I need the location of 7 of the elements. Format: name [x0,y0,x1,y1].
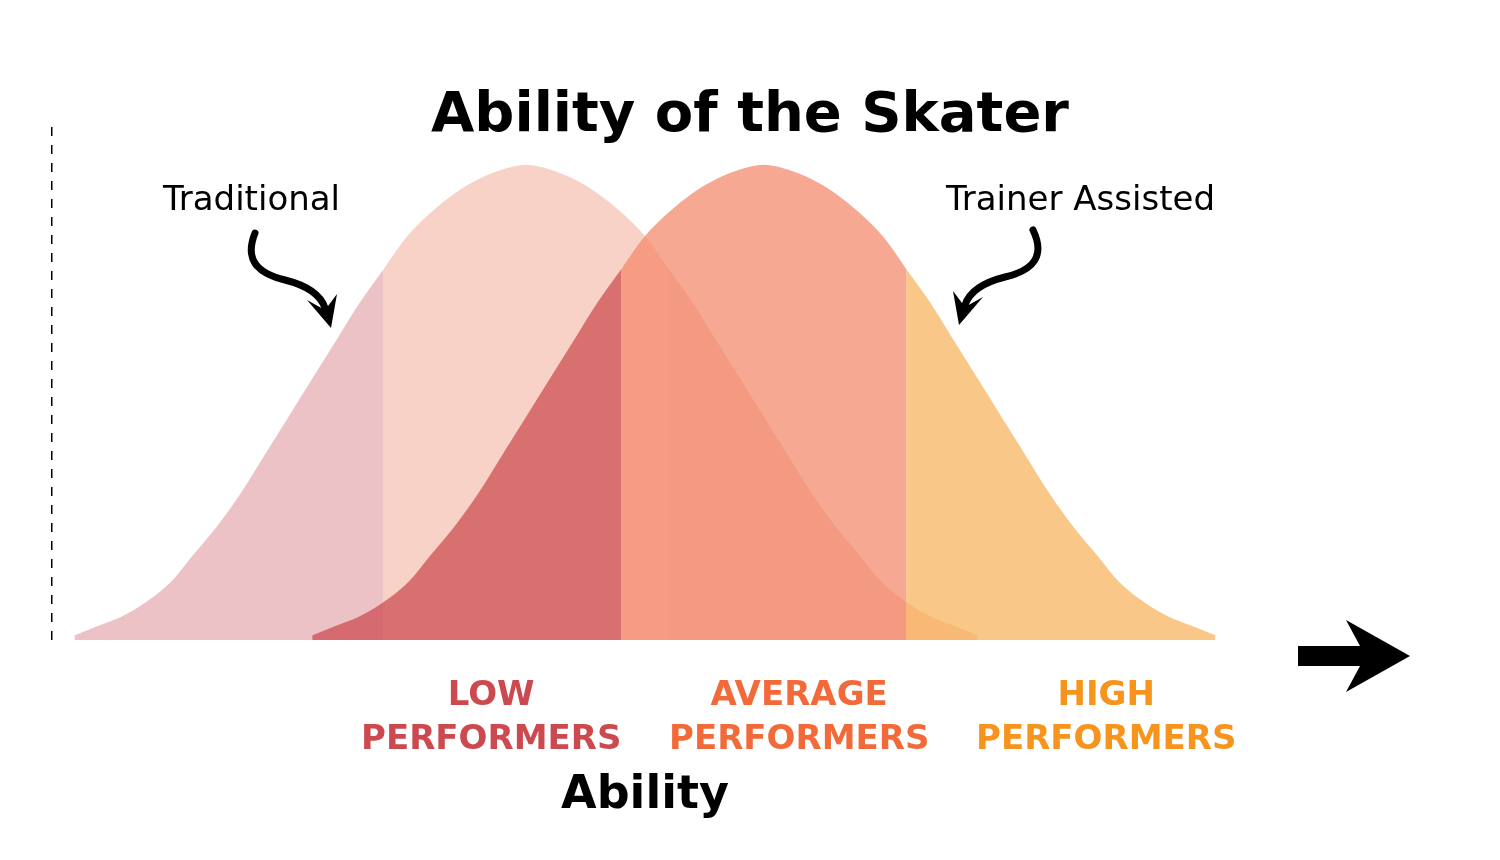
text: AVERAGE PERFORMERS [669,673,930,758]
text: LOW PERFORMERS [361,673,622,758]
chart-title: Ability of the Skater [431,79,1070,145]
annotation: Trainer Assisted [945,178,1215,218]
x-axis-title: Ability [561,764,729,819]
annotation: Traditional [162,178,341,218]
text: HIGH PERFORMERS [976,673,1237,758]
